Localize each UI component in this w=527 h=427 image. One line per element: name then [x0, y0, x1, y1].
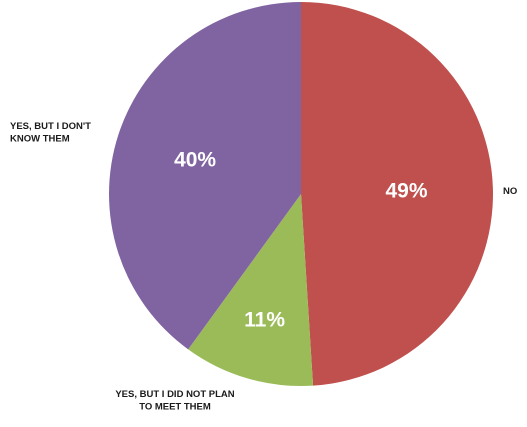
slice-category-label-line: NO [503, 186, 517, 197]
slice-category-label-line: YES, BUT I DON'T [10, 121, 91, 132]
pie-value-labels: 49% 11% 40% [174, 149, 428, 332]
slice-category-label: YES, BUT I DID NOT PLAN TO MEET THEM [115, 389, 234, 413]
slice-value-label: 11% [244, 308, 285, 331]
pie-slice [109, 2, 302, 350]
slice-value-label: 49% [385, 180, 427, 203]
slice-category-label-line: KNOW THEM [10, 134, 70, 145]
slice-category-label: NO [503, 186, 517, 197]
slice-value-label: 40% [174, 149, 216, 172]
pie-slice [301, 2, 493, 386]
pie-slices [109, 2, 493, 386]
slice-category-label: YES, BUT I DON'T KNOW THEM [10, 121, 91, 145]
slice-category-label-line: TO MEET THEM [139, 402, 211, 413]
slice-category-label-line: YES, BUT I DID NOT PLAN [115, 389, 234, 400]
pie-slice [188, 194, 314, 386]
